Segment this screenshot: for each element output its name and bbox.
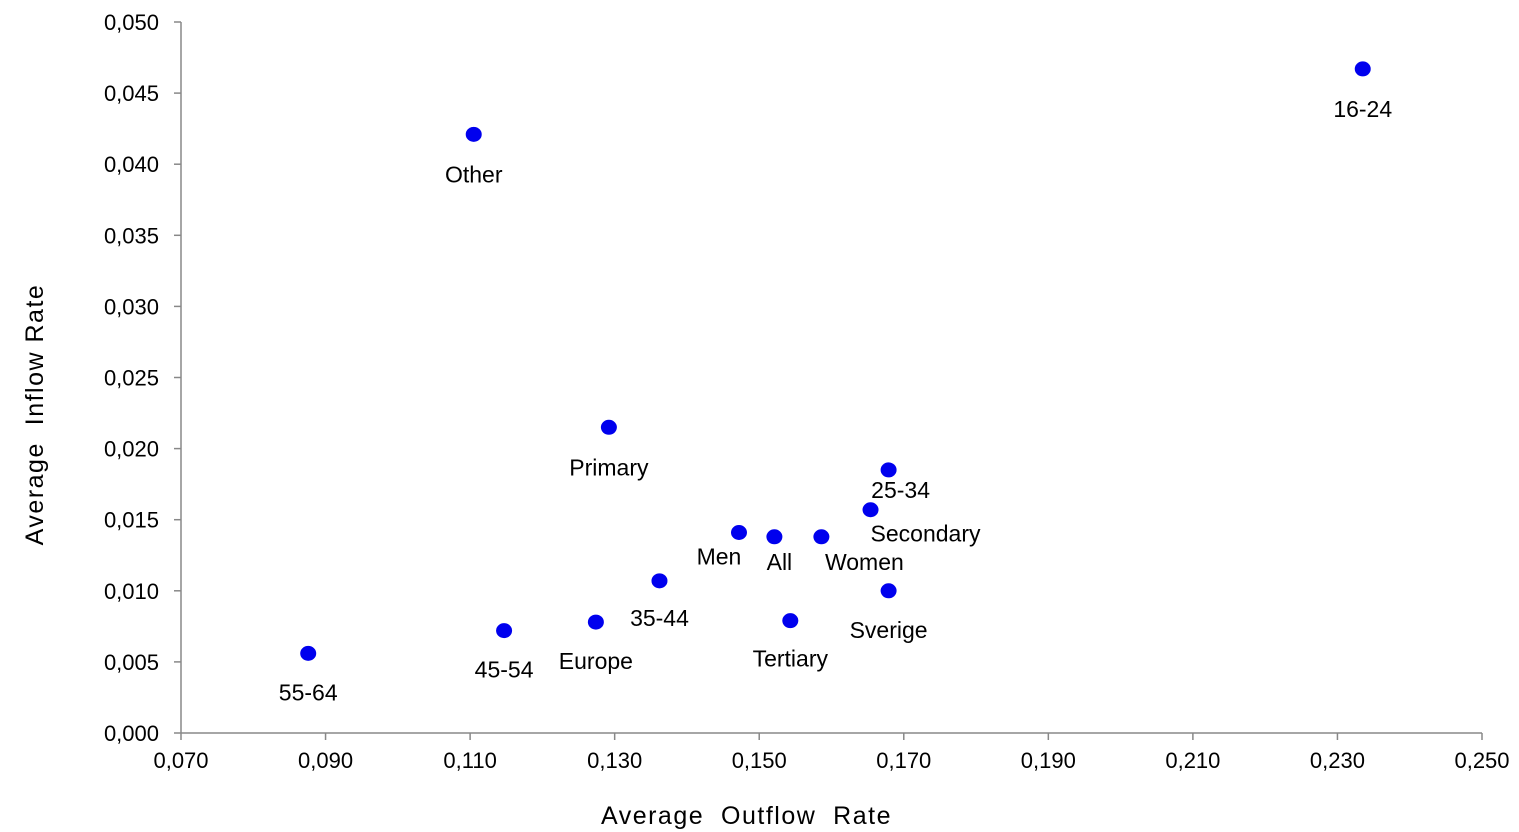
scatter-point	[600, 419, 617, 435]
x-tick-label: 0,130	[587, 748, 642, 773]
y-tick-label: 0,005	[104, 650, 159, 675]
point-label: Men	[697, 543, 742, 569]
point-label: All	[767, 549, 793, 575]
x-tick-label: 0,150	[732, 748, 787, 773]
x-tick-label: 0,230	[1310, 748, 1365, 773]
x-axis-title: Average Outflow Rate	[601, 802, 892, 830]
y-tick-label: 0,025	[104, 366, 159, 391]
y-tick-label: 0,020	[104, 437, 159, 462]
point-label: 45-54	[475, 657, 534, 683]
scatter-point	[880, 462, 897, 478]
point-label: Other	[445, 161, 503, 187]
y-tick-label: 0,040	[104, 152, 159, 177]
scatter-point	[766, 529, 783, 545]
point-label: 55-64	[279, 679, 338, 705]
y-tick-label: 0,035	[104, 223, 159, 248]
y-tick-label: 0,000	[104, 721, 159, 746]
scatter-point	[496, 623, 513, 639]
y-tick-label: 0,015	[104, 508, 159, 533]
scatter-point	[300, 645, 317, 661]
scatter-point	[651, 573, 668, 589]
y-tick-label: 0,030	[104, 294, 159, 319]
data-points	[300, 61, 1371, 661]
ticks: 0,000 0,005 0,010 0,015 0,020 0,025 0,030 0,035…	[104, 10, 1510, 773]
point-label: Primary	[569, 454, 649, 480]
point-label: 35-44	[630, 605, 689, 631]
scatter-point	[730, 524, 747, 540]
y-tick-label: 0,045	[104, 81, 159, 106]
y-axis-title: Average Inflow Rate	[21, 284, 49, 546]
axes	[180, 22, 1482, 734]
data-labels: 16-24 Other Primary 25-34 Secondary Men All Wom…	[279, 96, 1393, 705]
x-tick-label: 0,190	[1021, 748, 1076, 773]
scatter-point	[587, 614, 604, 630]
x-tick-label: 0,250	[1454, 748, 1509, 773]
x-tick-label: 0,170	[876, 748, 931, 773]
scatter-point	[1354, 61, 1371, 77]
point-label: Sverige	[850, 617, 928, 643]
point-label: Secondary	[871, 521, 981, 547]
point-label: 16-24	[1333, 96, 1392, 122]
point-label: 25-34	[871, 477, 930, 503]
scatter-point	[813, 529, 830, 545]
scatter-point	[465, 126, 482, 142]
x-tick-label: 0,210	[1165, 748, 1220, 773]
scatter-point	[880, 583, 897, 599]
point-label: Tertiary	[753, 646, 829, 672]
x-tick-label: 0,090	[298, 748, 353, 773]
y-tick-label: 0,050	[104, 10, 159, 35]
scatter-point	[862, 502, 879, 518]
x-tick-label: 0,110	[443, 748, 496, 773]
x-tick-label: 0,070	[153, 748, 208, 773]
scatter-point	[782, 613, 799, 629]
point-label: Women	[825, 549, 904, 575]
point-label: Europe	[559, 648, 633, 674]
y-tick-label: 0,010	[104, 579, 159, 604]
